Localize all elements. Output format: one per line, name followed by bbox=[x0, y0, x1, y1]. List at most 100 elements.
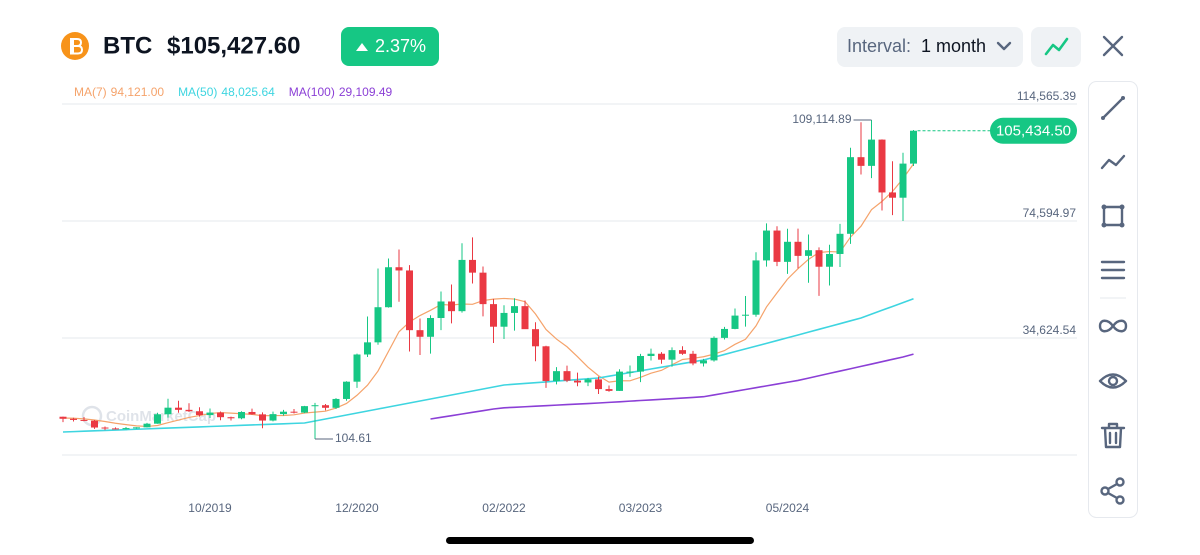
x-tick-label: 05/2024 bbox=[766, 501, 810, 515]
candle-body bbox=[112, 428, 119, 430]
x-tick-label: 03/2023 bbox=[619, 501, 663, 515]
candle-body bbox=[143, 423, 151, 428]
candle-body bbox=[626, 371, 634, 373]
candle-body bbox=[427, 317, 434, 337]
chart-type-button[interactable] bbox=[1031, 27, 1081, 67]
candle-body bbox=[847, 157, 854, 234]
candle-body bbox=[91, 420, 98, 428]
candle-body bbox=[731, 315, 739, 329]
candle-body bbox=[910, 130, 917, 164]
candle-body bbox=[437, 301, 445, 318]
plot-area: CoinMarketCap 34,624.54 74,594.97 114,565.3… bbox=[59, 89, 1077, 515]
candle-body bbox=[353, 354, 361, 382]
interval-select[interactable]: Interval: 1 month bbox=[837, 27, 1023, 67]
candle-body bbox=[584, 379, 592, 383]
candle-body bbox=[70, 418, 77, 420]
price: $105,427.60 bbox=[167, 32, 300, 59]
ma-line bbox=[430, 353, 914, 420]
candle-body bbox=[290, 411, 298, 413]
candle-body bbox=[689, 353, 697, 364]
candle-body bbox=[59, 416, 67, 419]
lines-tool[interactable] bbox=[1100, 260, 1126, 280]
price-tag bbox=[990, 117, 1077, 144]
legend-value: 94,121.00 bbox=[111, 85, 165, 99]
delete-tool[interactable] bbox=[1100, 422, 1126, 449]
legend-name: MA(50) bbox=[178, 85, 217, 99]
x-tick-label: 02/2022 bbox=[482, 501, 526, 515]
candle-body bbox=[721, 328, 728, 338]
candle-body bbox=[154, 414, 161, 424]
candle-body bbox=[511, 306, 518, 313]
interval-value: 1 month bbox=[921, 36, 986, 56]
candle-body bbox=[175, 407, 182, 410]
candle-body bbox=[227, 417, 235, 419]
candle-body bbox=[164, 407, 172, 415]
candle-body bbox=[794, 241, 802, 256]
y-tick-label: 114,565.39 bbox=[1017, 89, 1076, 103]
candle-body bbox=[868, 139, 875, 166]
candle-body bbox=[700, 360, 707, 364]
candle-body bbox=[406, 270, 413, 331]
infinity-tool[interactable] bbox=[1098, 319, 1128, 333]
candle-body bbox=[553, 371, 560, 382]
candle-body bbox=[563, 371, 571, 381]
candle-body bbox=[101, 427, 109, 429]
legend-value: 29,109.49 bbox=[339, 85, 393, 99]
candle-body bbox=[448, 301, 455, 312]
candle-body bbox=[679, 350, 686, 354]
candle-body bbox=[490, 304, 497, 327]
line-tool[interactable] bbox=[1101, 96, 1125, 120]
candle-body bbox=[752, 260, 760, 315]
candle-body bbox=[710, 337, 718, 361]
close-button[interactable] bbox=[1102, 35, 1124, 57]
candle-body bbox=[805, 250, 812, 256]
rectangle-tool[interactable] bbox=[1101, 204, 1125, 228]
candle-body bbox=[458, 259, 466, 312]
x-tick-label: 12/2020 bbox=[335, 501, 379, 515]
interval-label: Interval: bbox=[847, 36, 911, 56]
home-indicator bbox=[446, 537, 754, 544]
legend: MA(7) 94,121.00 MA(50) 48,025.64 MA(100) 29,1… bbox=[74, 85, 393, 99]
candle-body bbox=[259, 414, 266, 421]
share-tool[interactable] bbox=[1100, 477, 1125, 505]
candle-body bbox=[80, 419, 88, 421]
candle-body bbox=[374, 307, 382, 343]
ma-line bbox=[62, 163, 914, 428]
candle-body bbox=[532, 329, 539, 347]
candle-body bbox=[280, 411, 287, 415]
candle-body bbox=[637, 355, 644, 372]
candle-body bbox=[395, 267, 403, 271]
candle-body bbox=[311, 405, 319, 407]
candle-body bbox=[668, 350, 676, 360]
x-tick-label: 10/2019 bbox=[188, 501, 232, 515]
legend-name: MA(7) bbox=[74, 85, 107, 99]
ma-line bbox=[62, 298, 914, 433]
legend-name: MA(100) bbox=[289, 85, 335, 99]
watermark-text: CoinMarketCap bbox=[106, 408, 216, 425]
candle-body bbox=[206, 412, 214, 416]
candle-body bbox=[322, 405, 329, 408]
change-badge: 2.37% bbox=[341, 27, 439, 66]
visibility-tool[interactable] bbox=[1098, 373, 1128, 389]
candle-body bbox=[269, 414, 277, 421]
candle-body bbox=[658, 353, 665, 360]
candle-body bbox=[248, 411, 256, 415]
candle-body bbox=[133, 427, 140, 429]
drawing-toolbar bbox=[1088, 81, 1138, 518]
high-label: 109,114.89 bbox=[792, 112, 851, 126]
candle-body bbox=[574, 380, 581, 383]
candle-body bbox=[332, 398, 340, 408]
candle-body bbox=[899, 163, 907, 198]
y-tick-label: 74,594.97 bbox=[1023, 206, 1077, 220]
candle-body bbox=[217, 412, 224, 418]
coin-logo bbox=[61, 32, 89, 60]
candle-body bbox=[773, 230, 781, 262]
candle-body bbox=[857, 157, 865, 166]
symbol: BTC bbox=[103, 32, 152, 59]
candle-body bbox=[784, 241, 791, 262]
candle-body bbox=[521, 306, 529, 330]
candle-body bbox=[364, 342, 371, 355]
polyline-tool[interactable] bbox=[1100, 154, 1126, 170]
